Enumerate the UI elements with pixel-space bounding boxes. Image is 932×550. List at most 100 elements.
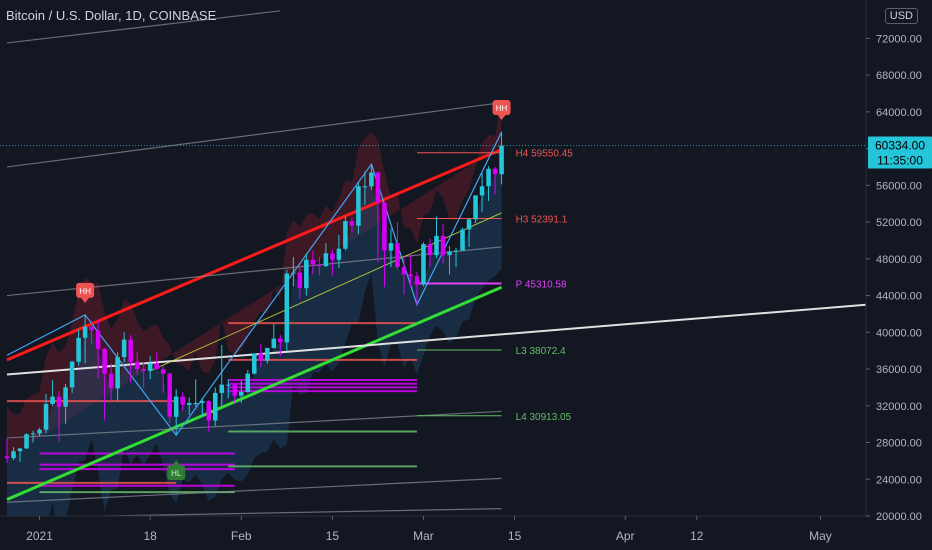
candle-body[interactable] (102, 348, 107, 374)
candle-body[interactable] (369, 172, 374, 187)
candle-body[interactable] (395, 243, 400, 268)
marker-pointer (497, 115, 506, 121)
candle-body[interactable] (232, 384, 238, 396)
candle-body[interactable] (173, 396, 179, 417)
candle-body[interactable] (330, 253, 335, 260)
candle-body[interactable] (252, 353, 257, 374)
marker-pointer (172, 460, 181, 466)
candle-body[interactable] (4, 456, 10, 459)
candle-body[interactable] (297, 272, 303, 289)
candle-body[interactable] (212, 392, 218, 421)
candle-body[interactable] (82, 326, 88, 338)
bar-countdown: 11:35:00 (877, 154, 923, 168)
candle-body[interactable] (206, 401, 212, 421)
candle-body[interactable] (447, 251, 452, 256)
candle-body[interactable] (186, 403, 192, 405)
candle-body[interactable] (323, 253, 329, 267)
candle-body[interactable] (43, 403, 49, 430)
y-tick-label: 68000.00 (876, 70, 922, 82)
candle-body[interactable] (180, 396, 185, 405)
candle-body[interactable] (440, 235, 446, 256)
candle-body[interactable] (108, 373, 114, 389)
candle-body[interactable] (310, 259, 316, 265)
candle-body[interactable] (238, 392, 244, 396)
candle-body[interactable] (89, 326, 94, 331)
marker-label: HL (171, 469, 182, 478)
candle-body[interactable] (278, 338, 283, 343)
currency-selector[interactable]: USD (884, 8, 918, 24)
candle-body[interactable] (421, 244, 426, 285)
candle-body[interactable] (147, 363, 153, 371)
y-tick-label: 20000.00 (876, 511, 922, 523)
candle-body[interactable] (63, 387, 68, 407)
candle-body[interactable] (492, 168, 498, 175)
candle-body[interactable] (167, 373, 172, 417)
candle-body[interactable] (121, 339, 127, 358)
candle-body[interactable] (37, 429, 42, 434)
candle-body[interactable] (134, 361, 140, 370)
x-tick-label: Apr (616, 529, 635, 543)
candle-body[interactable] (473, 195, 478, 220)
trendline-gray (6, 10, 281, 44)
time-axis[interactable] (0, 516, 932, 550)
candle-body[interactable] (284, 273, 290, 343)
candle-body[interactable] (434, 235, 439, 256)
candle-body[interactable] (304, 259, 309, 289)
candle-body[interactable] (427, 244, 433, 256)
candle-body[interactable] (115, 357, 120, 389)
candle-body[interactable] (258, 353, 264, 361)
candle-body[interactable] (95, 330, 101, 349)
candle-body[interactable] (11, 451, 16, 459)
pivot-level-label: L3 38072.4 (516, 346, 566, 357)
candle-body[interactable] (453, 250, 459, 252)
candle-body[interactable] (265, 347, 270, 361)
candle-body[interactable] (219, 384, 225, 393)
candle-body[interactable] (271, 338, 277, 348)
candle-body[interactable] (362, 186, 368, 188)
candle-body[interactable] (56, 396, 62, 407)
x-tick-label: Mar (413, 529, 434, 543)
trendline-red (6, 148, 503, 362)
candle-body[interactable] (154, 363, 159, 370)
x-tick-label: 12 (690, 529, 704, 543)
candle-body[interactable] (69, 361, 75, 388)
y-tick-label: 52000.00 (876, 217, 922, 229)
candle-body[interactable] (291, 272, 296, 274)
x-tick-label: 15 (508, 529, 522, 543)
candle-body[interactable] (343, 221, 348, 249)
candle-body[interactable] (50, 396, 55, 404)
candle-body[interactable] (460, 229, 465, 251)
candle-body[interactable] (401, 267, 407, 275)
candle-body[interactable] (336, 248, 342, 260)
candle-body[interactable] (225, 384, 231, 386)
candle-body[interactable] (245, 373, 251, 392)
candle-body[interactable] (141, 369, 146, 371)
candle-body[interactable] (17, 448, 23, 452)
candle-body[interactable] (317, 264, 322, 267)
candle-body[interactable] (479, 186, 485, 196)
candle-body[interactable] (382, 202, 387, 251)
candle-body[interactable] (24, 434, 29, 449)
candle-body[interactable] (388, 243, 394, 251)
higher-high-marker (492, 100, 511, 116)
candle-body[interactable] (128, 339, 133, 362)
candle-body[interactable] (408, 274, 413, 277)
candle-body[interactable] (356, 186, 361, 226)
candle-body[interactable] (76, 337, 81, 362)
candle-body[interactable] (466, 219, 472, 230)
candle-body[interactable] (414, 276, 420, 285)
candle-body[interactable] (193, 403, 198, 405)
trendline-gray (6, 102, 502, 168)
candle-body[interactable] (486, 168, 491, 187)
candle-body[interactable] (30, 433, 36, 435)
marker-label: HH (496, 104, 508, 113)
price-axis[interactable] (866, 0, 932, 550)
candle-body[interactable] (349, 221, 355, 226)
candle-body[interactable] (199, 401, 205, 404)
candle-body[interactable] (375, 172, 381, 203)
candle-body[interactable] (160, 369, 166, 374)
candle-body[interactable] (499, 145, 504, 175)
x-tick-label: May (809, 529, 832, 543)
